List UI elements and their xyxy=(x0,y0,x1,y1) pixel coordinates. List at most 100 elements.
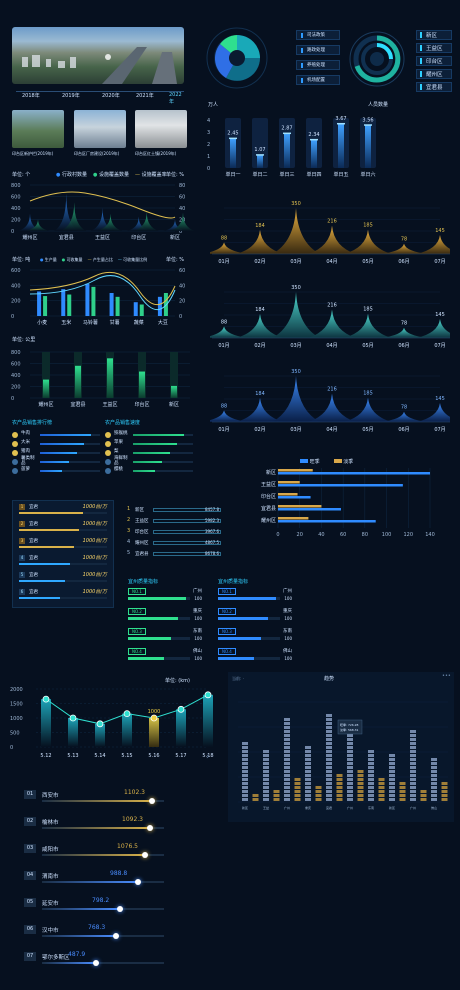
list-row[interactable]: 1 宜君 1000台/万 xyxy=(17,501,109,518)
rank-row[interactable]: 猕猴桃 xyxy=(105,430,193,439)
legend-item[interactable]: 淡季 xyxy=(333,458,353,465)
bar-segment xyxy=(347,766,353,769)
peak xyxy=(380,327,428,338)
medal-icon xyxy=(105,467,111,474)
progress-row[interactable]: NO.1 广州 100 xyxy=(218,588,292,608)
progress-row[interactable]: NO.3 东南 100 xyxy=(218,628,292,648)
next-arrow-icon[interactable]: › xyxy=(206,752,210,762)
menu-item[interactable]: 机场配置 xyxy=(296,75,340,85)
x-tick-label: 05月 xyxy=(362,343,373,349)
city-row[interactable]: 06 汉中市 768.3 xyxy=(24,921,174,948)
pie-gauge xyxy=(206,27,268,89)
photo-card[interactable]: 印台区厂房建设(2019年) xyxy=(74,110,126,158)
bar-segment xyxy=(326,734,332,737)
city-row[interactable]: 03 咸阳市 1076.5 xyxy=(24,840,174,867)
city-row[interactable]: 05 延安市 798.2 xyxy=(24,894,174,921)
rank-row[interactable]: 薯类制品 xyxy=(12,456,100,466)
list-row[interactable]: 1 新区 8457.8 xyxy=(125,505,235,516)
legend-item[interactable]: ● 可收集量 xyxy=(61,257,83,262)
region-label: 王益区 xyxy=(426,46,443,52)
list-row[interactable]: 5 宜君县 8678.6 xyxy=(125,549,235,560)
legend-item[interactable]: ● 生产量 xyxy=(40,257,57,262)
city-index: 01 xyxy=(24,790,36,799)
city-row[interactable]: 07 鄂尔多斯区 487.9 xyxy=(24,948,174,975)
menu-item[interactable]: 路政处理 xyxy=(296,45,340,55)
y-tick-label: 0 xyxy=(207,166,210,172)
bar-segment xyxy=(410,774,416,777)
city-name: 延安市 xyxy=(42,901,59,907)
x-tick-label: 03月 xyxy=(290,427,301,433)
timeline-year[interactable]: 2021年 xyxy=(136,93,154,99)
region-item[interactable]: 耀州区 xyxy=(416,69,452,79)
bar-segment xyxy=(305,766,311,769)
city-row[interactable]: 04 渭南市 988.8 xyxy=(24,867,174,894)
rank-row[interactable]: 海鲜制品 xyxy=(105,456,193,466)
timeline-year[interactable]: 2018年 xyxy=(22,93,40,99)
city-value: 768.3 xyxy=(88,924,106,931)
rank-row[interactable]: 牛肉 xyxy=(12,430,100,439)
bar-segment xyxy=(389,778,395,781)
region-item[interactable]: 王益区 xyxy=(416,43,452,53)
progress-row[interactable]: NO.3 东南 100 xyxy=(128,628,202,648)
photo-card[interactable]: 印台区新护栏(2019年) xyxy=(12,110,64,158)
list-row[interactable]: 4 耀州区 4867.5 xyxy=(125,538,235,549)
x-tick-label: 120 xyxy=(404,532,414,538)
timeline-year[interactable]: 2020年 xyxy=(102,93,120,99)
x-tick-label: 5.12 xyxy=(40,753,51,759)
timeline-year[interactable]: 2019年 xyxy=(62,93,80,99)
progress-city: 佛山 xyxy=(193,649,202,654)
row-name: 王益区 xyxy=(135,519,149,524)
bar-segment xyxy=(326,738,332,741)
progress-row[interactable]: NO.2 重庆 100 xyxy=(128,608,202,628)
timeline[interactable]: 2018年 2019年 2020年 2021年 2022年 xyxy=(16,87,184,105)
legend-item[interactable]: — 可收集量比例 xyxy=(117,257,148,262)
list-row[interactable]: 3 印台区 3967.6 xyxy=(125,527,235,538)
progress-row[interactable]: NO.4 佛山 100 xyxy=(218,648,292,668)
row-value: 1000台/万 xyxy=(82,504,107,510)
timeline-year-active[interactable]: 2022年 xyxy=(169,92,182,105)
legend-item[interactable]: — 产生量占比 xyxy=(87,257,113,262)
bar-segment xyxy=(389,790,395,793)
progress-row[interactable]: NO.1 广州 100 xyxy=(128,588,202,608)
rank-row[interactable]: 梨 xyxy=(105,448,193,457)
rank-bar xyxy=(40,460,70,463)
legend-item[interactable]: ● 设施覆盖数量 xyxy=(92,172,129,178)
city-row[interactable]: 01 西安市 1102.3 xyxy=(24,786,174,813)
rank-row[interactable]: 苹果 xyxy=(105,439,193,448)
list-row[interactable]: 2 王益区 5982.3 xyxy=(125,516,235,527)
legend-label: 产生量占比 xyxy=(92,257,113,262)
legend-item[interactable]: ● 行政村数量 xyxy=(56,172,87,178)
more-icon[interactable]: ••• xyxy=(442,673,451,679)
bar-segment xyxy=(326,786,332,789)
menu-item[interactable]: 养殖处理 xyxy=(296,60,340,70)
menu-item[interactable]: 司法政策 xyxy=(296,30,340,40)
list-row[interactable]: 4 宜君 1000台/万 xyxy=(17,552,109,569)
region-item[interactable]: 新区 xyxy=(416,30,452,40)
row-index: 6 xyxy=(19,589,25,595)
list-row[interactable]: 6 宜君 1000台/万 xyxy=(17,586,109,603)
bar xyxy=(43,296,48,316)
region-item[interactable]: 宜君县 xyxy=(416,82,452,92)
list-row[interactable]: 2 宜君 1000台/万 xyxy=(17,518,109,535)
list-row[interactable]: 3 宜君 1000台/万 xyxy=(17,535,109,552)
rank-row[interactable]: 樱桃 xyxy=(105,466,193,475)
peak xyxy=(272,292,320,338)
progress-row[interactable]: NO.4 佛山 100 xyxy=(128,648,202,668)
x-tick-label: 06月 xyxy=(398,427,409,433)
peak xyxy=(90,208,115,231)
peak xyxy=(126,216,151,231)
rank-row[interactable]: 大米 xyxy=(12,439,100,448)
photo-card[interactable]: 印台区红土镇(2019年) xyxy=(135,110,187,158)
x-tick-label: 印台区 xyxy=(131,234,146,241)
progress-row[interactable]: NO.2 重庆 100 xyxy=(218,608,292,628)
list-row[interactable]: 5 宜君 1000台/万 xyxy=(17,569,109,586)
hbar-legend: 旺季 淡季 xyxy=(300,458,353,465)
legend-item[interactable]: — 设施覆盖率 xyxy=(134,172,167,178)
rank-row[interactable]: 菠萝 xyxy=(12,466,100,475)
progress-city: 重庆 xyxy=(283,609,292,614)
legend-item[interactable]: 旺季 xyxy=(300,458,320,465)
city-row[interactable]: 02 榆林市 1092.3 xyxy=(24,813,174,840)
rank-row[interactable]: 猪肉 xyxy=(12,448,100,457)
region-item[interactable]: 印台区 xyxy=(416,56,452,66)
